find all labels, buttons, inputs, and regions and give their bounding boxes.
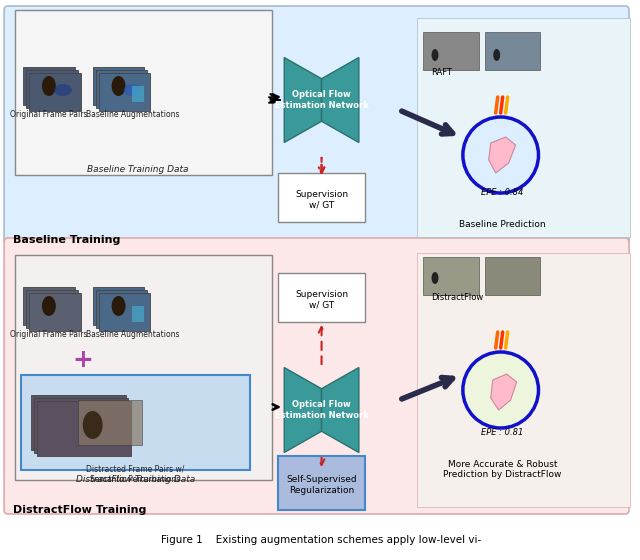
Bar [484,32,541,70]
Bar [34,398,129,453]
Text: Figure 1    Existing augmentation schemes apply low-level vi-: Figure 1 Existing augmentation schemes a… [161,535,482,545]
Ellipse shape [493,49,500,61]
Bar [26,290,77,328]
Text: Supervision
w/ GT: Supervision w/ GT [295,290,348,310]
FancyBboxPatch shape [417,18,630,237]
Polygon shape [321,58,359,142]
Text: More Accurate & Robust
Prediction by DistractFlow: More Accurate & Robust Prediction by Dis… [444,460,562,479]
Text: Baseline Training: Baseline Training [13,235,120,245]
Text: Supervision
w/ GT: Supervision w/ GT [295,190,348,209]
Bar [132,86,145,102]
Ellipse shape [83,411,102,439]
Polygon shape [491,374,516,410]
Text: Baseline Augmentations: Baseline Augmentations [86,330,179,339]
Circle shape [463,352,538,428]
FancyBboxPatch shape [4,238,629,514]
Text: EPE : 0.84: EPE : 0.84 [481,188,523,197]
Ellipse shape [431,49,438,61]
FancyBboxPatch shape [278,173,365,222]
Bar [31,395,125,450]
Bar [93,67,145,105]
FancyBboxPatch shape [278,273,365,322]
Bar [23,287,75,325]
Bar [26,70,77,108]
Text: DistractFlow Training: DistractFlow Training [13,505,147,515]
FancyBboxPatch shape [417,253,630,507]
Bar [93,287,145,325]
Polygon shape [284,367,321,452]
Bar [99,73,150,111]
FancyBboxPatch shape [278,456,365,510]
Ellipse shape [54,84,72,96]
Text: RAFT: RAFT [431,68,452,77]
Bar [29,293,81,331]
Bar [29,73,81,111]
Bar [423,32,479,70]
Text: Baseline Augmentations: Baseline Augmentations [86,110,179,119]
Bar [95,70,147,108]
Text: DistractFlow: DistractFlow [431,293,483,302]
Bar [23,67,75,105]
Ellipse shape [42,76,56,96]
Circle shape [463,117,538,193]
Polygon shape [489,137,516,173]
Text: Optical Flow
Estimation Network: Optical Flow Estimation Network [275,400,369,419]
Text: Baseline Prediction: Baseline Prediction [460,220,546,229]
Ellipse shape [42,296,56,316]
Polygon shape [321,367,359,452]
FancyBboxPatch shape [4,6,629,244]
Bar [15,10,272,175]
Text: EPE : 0.81: EPE : 0.81 [481,428,523,437]
Text: +: + [72,348,93,372]
Ellipse shape [124,84,141,96]
Text: Original Frame Pairs: Original Frame Pairs [10,110,88,119]
Bar [423,257,479,295]
Bar [484,257,541,295]
Text: Original Frame Pairs: Original Frame Pairs [10,330,88,339]
Ellipse shape [111,76,125,96]
Text: DistractFlow Training Data: DistractFlow Training Data [76,475,195,484]
Bar [95,290,147,328]
Bar [15,255,272,480]
Bar [99,293,150,331]
Bar [77,400,143,445]
Ellipse shape [431,272,438,284]
Bar [37,401,131,456]
Text: Self-Supervised
Regularization: Self-Supervised Regularization [286,475,357,494]
Text: Baseline Training Data: Baseline Training Data [86,165,188,174]
Text: Optical Flow
Estimation Network: Optical Flow Estimation Network [275,90,369,110]
Text: Distracted Frame Pairs w/
Semantic Perturbations: Distracted Frame Pairs w/ Semantic Pertu… [86,465,185,484]
Bar [132,306,145,322]
Polygon shape [284,58,321,142]
Ellipse shape [111,296,125,316]
Bar [21,375,250,470]
